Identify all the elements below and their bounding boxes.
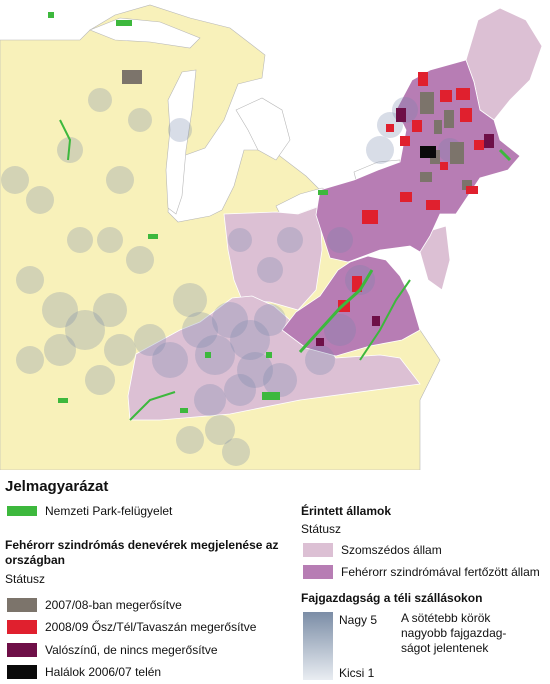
neighbor-kentucky-tennessee bbox=[127, 295, 421, 421]
lake-michigan bbox=[165, 69, 197, 215]
wns-title: Fehérorr szindrómás denevérek megjelenés… bbox=[5, 538, 279, 567]
affected-swatch-neighbor bbox=[303, 543, 333, 557]
lake-huron bbox=[235, 97, 291, 161]
affected-swatch-infected bbox=[303, 565, 333, 579]
wns-label-2008-09: 2008/09 Ősz/Tél/Tavaszán megerősítve bbox=[45, 620, 257, 634]
species-circles bbox=[1, 88, 462, 466]
confirmed-2007-08 bbox=[122, 70, 472, 190]
wns-swatch-2007-08 bbox=[7, 598, 37, 612]
richness-gradient bbox=[303, 612, 333, 680]
affected-label-neighbor: Szomszédos állam bbox=[341, 543, 442, 557]
park-swatch bbox=[7, 506, 37, 516]
legend: Jelmagyarázat Nemzeti Park-felügyelet Fe… bbox=[0, 470, 550, 684]
wns-swatch-deaths bbox=[7, 665, 37, 679]
richness-high-label: Nagy 5 bbox=[339, 613, 378, 627]
affected-status: Státusz bbox=[301, 522, 342, 536]
affected-label-infected: Fehérorr szindrómával fertőzött állam bbox=[341, 565, 540, 579]
neighbor-ohio bbox=[223, 205, 323, 311]
wns-label-2007-08: 2007/08-ban megerősítve bbox=[45, 598, 182, 612]
confirmed-2008-09 bbox=[338, 72, 484, 312]
affected-title: Érintett államok bbox=[301, 504, 392, 518]
park-label: Nemzeti Park-felügyelet bbox=[45, 504, 173, 518]
wns-label-probable: Valószínű, de nincs megerősítve bbox=[45, 643, 218, 657]
wns-swatch-2008-09 bbox=[7, 620, 37, 634]
wns-label-deaths: Halálok 2006/07 telén bbox=[45, 665, 162, 679]
map bbox=[0, 4, 542, 470]
infected-virginia bbox=[281, 255, 421, 357]
legend-title: Jelmagyarázat bbox=[5, 478, 109, 495]
wns-status: Státusz bbox=[5, 572, 46, 586]
wns-swatch-probable bbox=[7, 643, 37, 657]
richness-low-label: Kicsi 1 bbox=[339, 666, 375, 680]
probable-unconfirmed bbox=[316, 108, 494, 346]
richness-note: A sötétebb körök nagyobb fajgazdag-ságot… bbox=[401, 611, 507, 655]
richness-title: Fajgazdagság a téli szállásokon bbox=[301, 591, 483, 605]
deaths-2006-07 bbox=[420, 146, 436, 158]
park-units bbox=[48, 12, 512, 421]
